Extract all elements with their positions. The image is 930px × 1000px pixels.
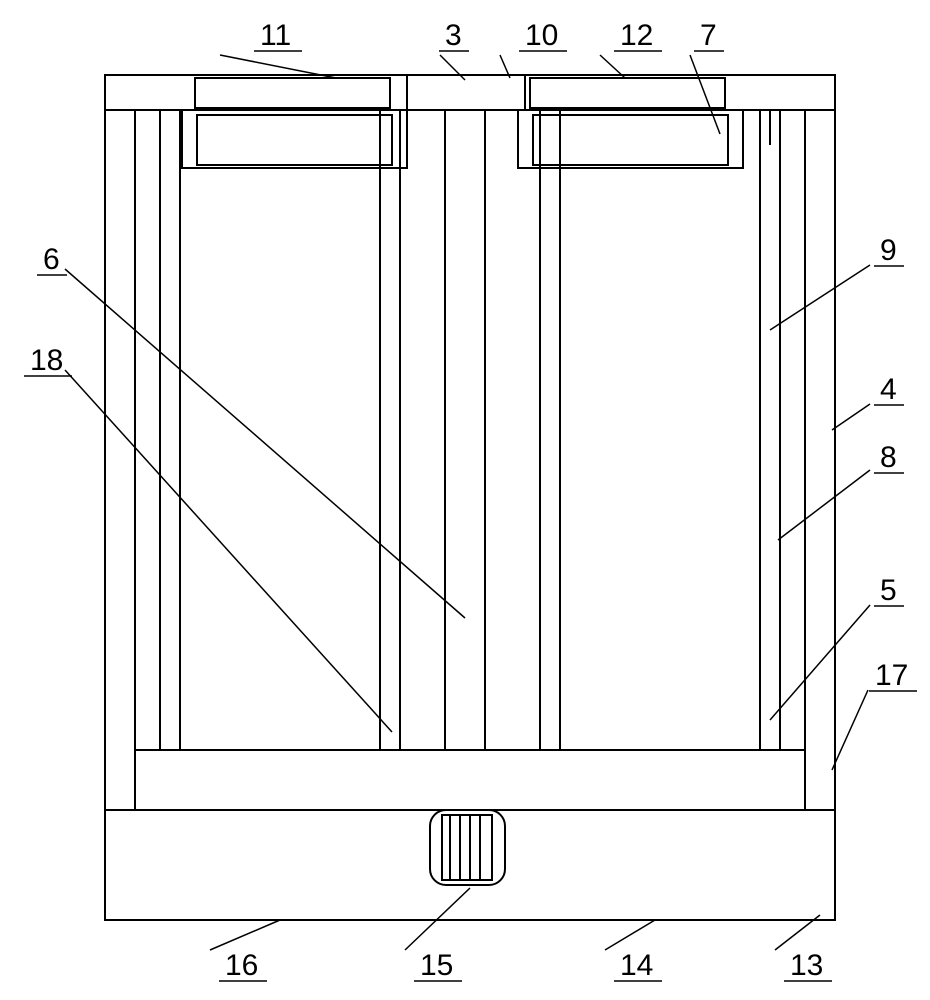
callout-label: 10	[525, 19, 558, 52]
callout-label: 8	[880, 441, 897, 474]
callout-label: 13	[790, 949, 823, 982]
callout-label: 9	[880, 234, 897, 267]
callout-label: 6	[43, 243, 60, 276]
callout-label: 11	[260, 19, 291, 52]
callout-label: 14	[620, 949, 653, 982]
callout-label: 16	[225, 949, 258, 982]
callout-label: 17	[875, 659, 908, 692]
callout-label: 5	[880, 574, 897, 607]
callout-label: 3	[445, 19, 462, 52]
callout-label: 12	[620, 19, 653, 52]
callout-label: 4	[880, 373, 897, 406]
callout-label: 7	[700, 19, 717, 52]
callout-label: 18	[30, 344, 63, 377]
engineering-diagram: 11 3 10 12 7 9 4 8 5 17 6 18 16 15 14 13	[0, 0, 930, 1000]
callout-label: 15	[420, 949, 453, 982]
